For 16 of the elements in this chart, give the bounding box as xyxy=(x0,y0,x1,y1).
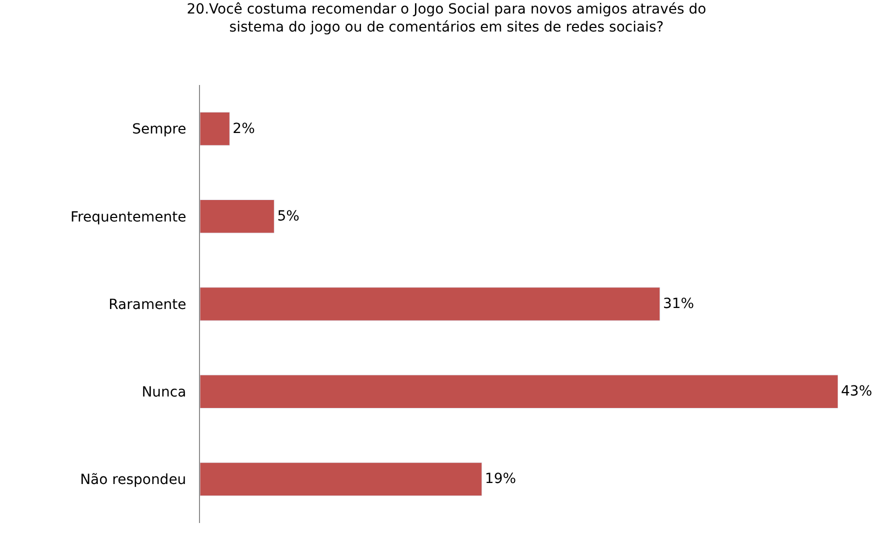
bar xyxy=(200,200,274,234)
bar xyxy=(200,287,660,321)
data-label: 43% xyxy=(841,384,872,400)
y-tick-label: Não respondeu xyxy=(80,472,186,488)
y-tick-label: Frequentemente xyxy=(70,209,186,226)
y-tick-label: Nunca xyxy=(142,384,186,400)
bar xyxy=(200,112,230,146)
chart-title: 20.Você costuma recomendar o Jogo Social para novos amigos através do sistema do jogo ou de comentários em sites de redes sociais? xyxy=(186,1,706,36)
y-tick-label: Sempre xyxy=(132,122,186,138)
data-label: 5% xyxy=(277,208,300,224)
data-label: 19% xyxy=(484,471,516,488)
bar xyxy=(200,374,838,408)
y-tick-label: Raramente xyxy=(108,296,186,313)
data-label: 2% xyxy=(232,120,255,137)
bar xyxy=(200,462,482,496)
data-label: 31% xyxy=(662,296,694,312)
